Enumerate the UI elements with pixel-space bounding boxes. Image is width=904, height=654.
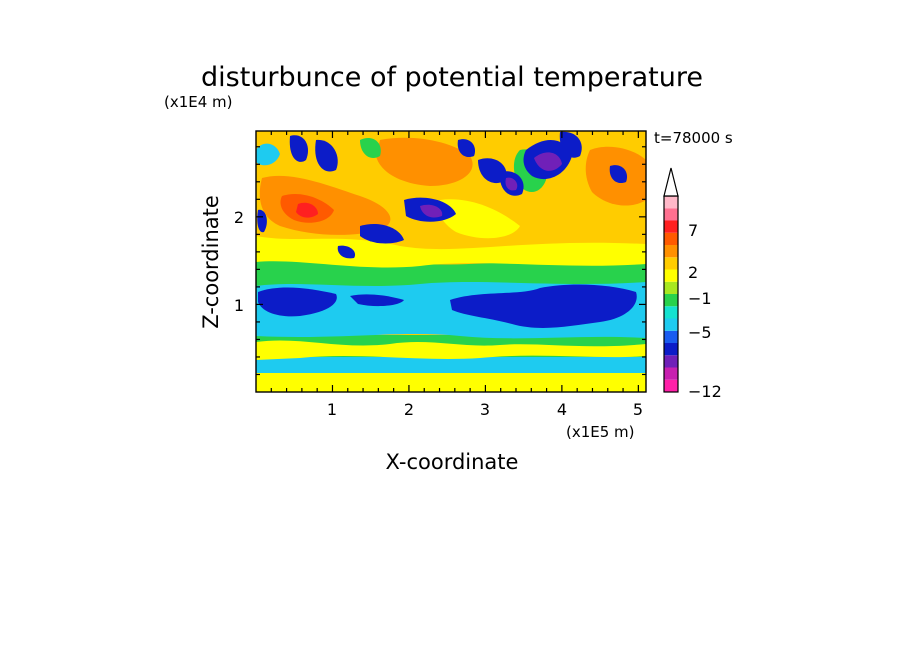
colorbar xyxy=(663,195,679,393)
colorbar-swatch xyxy=(664,379,678,392)
upper-hot-west xyxy=(296,202,318,218)
x-tick-label: 5 xyxy=(633,400,643,419)
colorbar-swatch xyxy=(664,281,678,294)
colorbar-swatch xyxy=(664,257,678,270)
colorbar-swatch xyxy=(664,294,678,307)
y-axis-label: Z-coordinate xyxy=(199,195,223,329)
chart-title: disturbunce of potential temperature xyxy=(201,62,703,93)
contour-field xyxy=(256,131,646,392)
colorbar-swatch xyxy=(664,232,678,245)
x-tick-label: 1 xyxy=(327,400,337,419)
blue-core-west xyxy=(258,287,337,317)
colorbar-swatch xyxy=(664,355,678,368)
cell-blue-9 xyxy=(337,245,356,259)
colorbar-label: 2 xyxy=(688,263,698,282)
band-surface-yellow xyxy=(256,372,646,392)
cell-blue-10 xyxy=(257,209,267,233)
colorbar-swatch xyxy=(664,367,678,380)
cell-blue-12 xyxy=(457,139,476,158)
y-unit-label: (x1E4 m) xyxy=(164,93,233,111)
upper-green-fringe xyxy=(360,137,381,159)
cell-violet-6 xyxy=(505,177,518,191)
colorbar-swatch xyxy=(664,208,678,221)
cell-violet-4 xyxy=(420,204,443,218)
colorbar-label: 7 xyxy=(688,221,698,240)
colorbar-swatch xyxy=(664,306,678,319)
band-transition-yellow xyxy=(256,236,646,268)
colorbar-swatch xyxy=(664,318,678,331)
cell-blue-3 xyxy=(360,223,404,244)
band-lower-yellow xyxy=(256,340,646,360)
x-unit-label: (x1E5 m) xyxy=(566,423,635,441)
x-tick-label: 3 xyxy=(480,400,490,419)
time-label: t=78000 s xyxy=(654,129,733,147)
x-tick-label: 2 xyxy=(404,400,414,419)
x-tick-label: 4 xyxy=(557,400,567,419)
colorbar-swatch xyxy=(664,330,678,343)
blue-core-central xyxy=(350,294,404,307)
plot-frame xyxy=(255,130,647,393)
upper-yellow-center xyxy=(438,199,520,239)
cell-violet-7 xyxy=(534,152,562,171)
y-tick-label: 2 xyxy=(234,208,244,227)
cell-blue-5 xyxy=(478,158,507,184)
cell-blue-11 xyxy=(609,165,628,184)
upper-cyan-fringe xyxy=(256,143,280,166)
cell-blue-8 xyxy=(559,131,582,158)
band-surface-cyan xyxy=(256,355,646,373)
colorbar-swatch xyxy=(664,269,678,282)
colorbar-swatch xyxy=(664,196,678,209)
colorbar-swatch xyxy=(664,343,678,356)
colorbar-swatch xyxy=(664,220,678,233)
cell-blue-1 xyxy=(289,135,309,162)
axis-ticks xyxy=(256,131,646,392)
x-axis-label: X-coordinate xyxy=(386,450,519,474)
upper-orange-center xyxy=(376,137,473,186)
cell-blue-2 xyxy=(315,139,338,172)
colorbar-label: −5 xyxy=(688,323,712,342)
colorbar-label: −12 xyxy=(688,382,722,401)
colorbar-swatch xyxy=(664,245,678,258)
colorbar-extend-triangle xyxy=(663,167,679,197)
blue-core-east xyxy=(450,284,637,328)
colorbar-label: −1 xyxy=(688,289,712,308)
y-tick-label: 1 xyxy=(234,296,244,315)
